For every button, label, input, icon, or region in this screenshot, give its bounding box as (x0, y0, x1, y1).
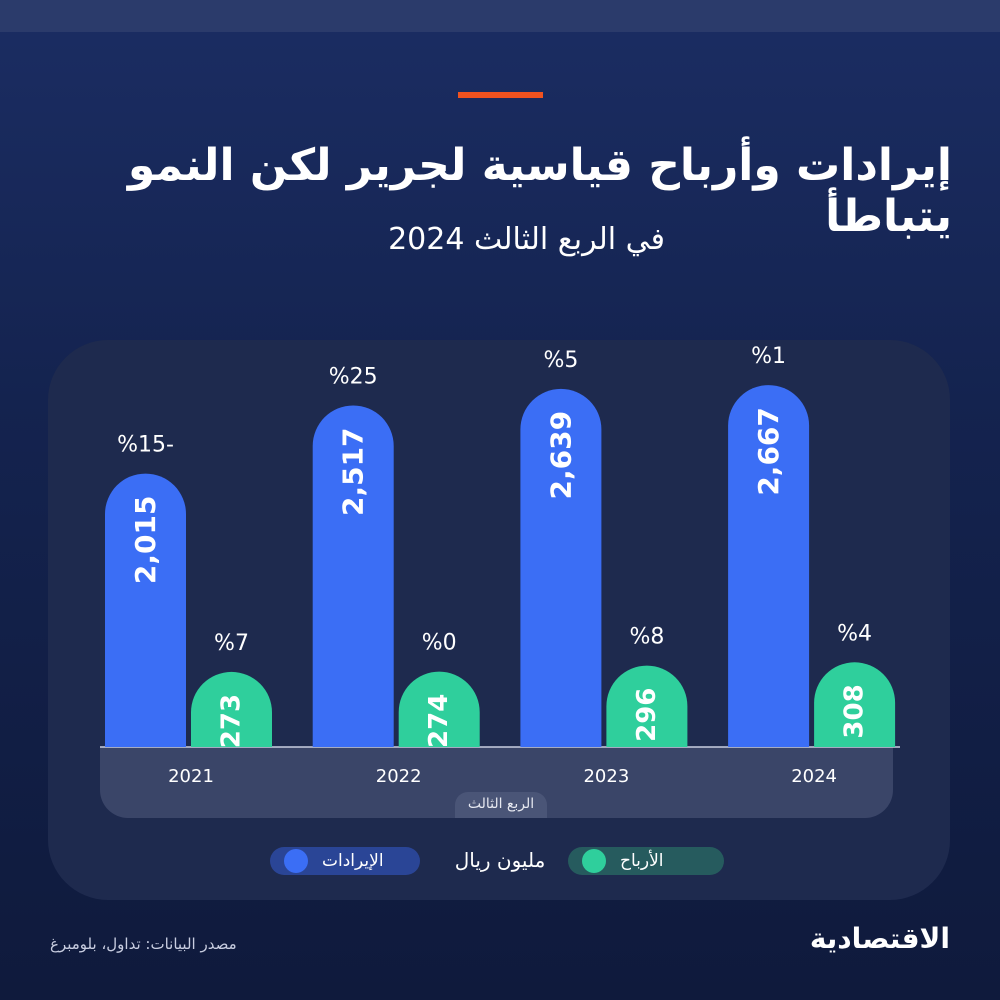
bar-value-label: 2,639 (544, 411, 577, 500)
legend-profit: الأرباح (568, 846, 724, 876)
revenue-dot-icon (284, 849, 308, 873)
x-axis-band (100, 747, 893, 818)
legend-revenue-label: الإيرادات (322, 851, 384, 871)
accent-line (458, 92, 543, 98)
growth-label: %15- (117, 433, 174, 458)
legend-profit-label: الأرباح (620, 851, 664, 871)
bar-value-label: 308 (840, 684, 870, 738)
revenue-bar (520, 388, 602, 747)
profit-bar (398, 671, 480, 747)
brand-logo: الاقتصادية (809, 922, 951, 955)
legend-unit: مليون ريال (454, 848, 546, 872)
page-title: إيرادات وأرباح قياسية لجرير لكن النمو يت… (127, 140, 952, 242)
bar-value-label: 296 (632, 688, 662, 742)
data-source: مصدر البيانات: تداول، بلومبرغ (50, 935, 237, 953)
bar-value-label: 2,667 (752, 407, 785, 496)
revenue-bar (728, 385, 810, 747)
page-subtitle: في الربع الثالث 2024 (388, 222, 665, 257)
quarter-label: الربع الثالث (455, 792, 547, 818)
profit-bar (814, 662, 896, 747)
growth-label: %0 (422, 631, 457, 656)
legend-revenue: الإيرادات (270, 846, 420, 876)
revenue-bar (105, 473, 186, 747)
revenue-bar (312, 405, 394, 747)
bar-value-label: 273 (217, 694, 247, 748)
bar-value-label: 2,517 (337, 427, 370, 516)
growth-label: %25 (329, 364, 378, 389)
profit-bar (191, 671, 272, 747)
x-tick-label: 2023 (583, 766, 629, 787)
growth-label: %8 (629, 625, 664, 650)
profit-dot-icon (582, 849, 606, 873)
growth-label: %5 (543, 348, 578, 373)
profit-bar (606, 665, 688, 747)
growth-label: %1 (751, 344, 786, 369)
x-tick-label: 2021 (168, 766, 214, 787)
top-strip (0, 0, 1000, 32)
bar-value-label: 2,015 (129, 496, 162, 585)
growth-label: %4 (837, 621, 872, 646)
x-tick-label: 2022 (376, 766, 422, 787)
x-tick-label: 2024 (791, 766, 837, 787)
growth-label: %7 (214, 631, 249, 656)
bar-value-label: 274 (424, 694, 454, 748)
